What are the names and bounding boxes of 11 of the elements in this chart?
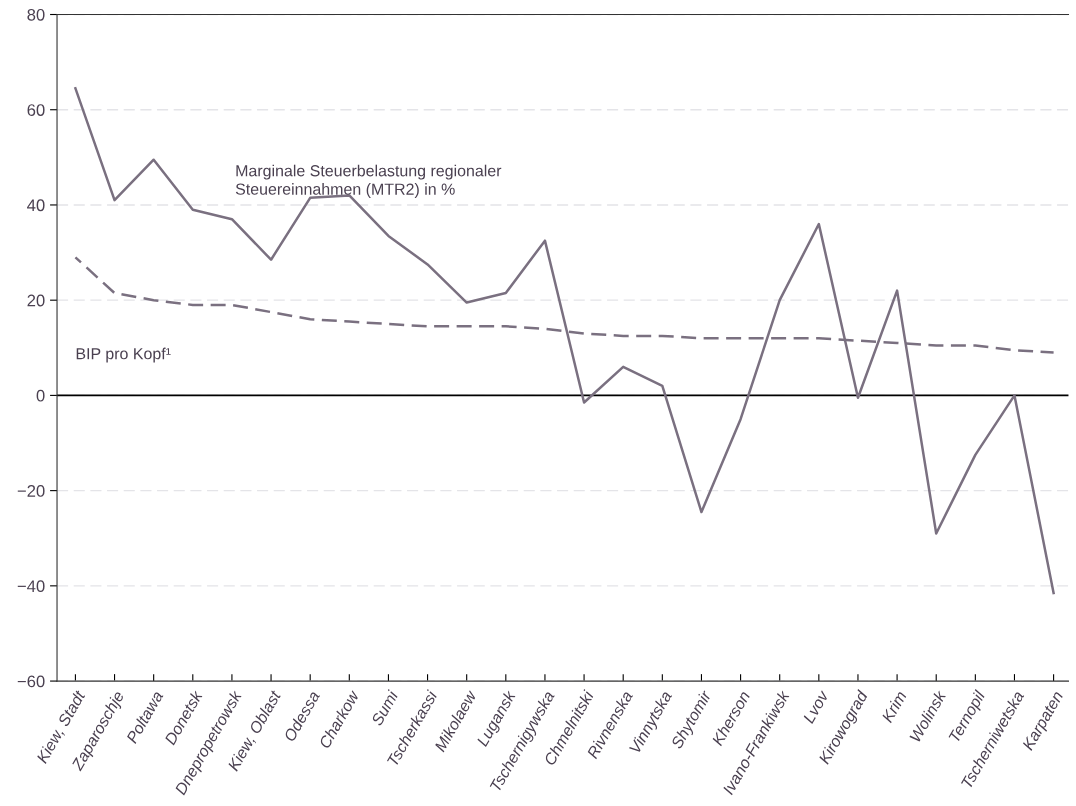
y-tick-label: 0 (36, 389, 45, 402)
y-tick-label: −40 (17, 580, 45, 593)
series-label: Marginale Steuerbelastung regionaler Steuereinnahmen (MTR2) in % (235, 164, 502, 198)
y-tick-label: 60 (27, 104, 45, 116)
y-tick-label: 20 (27, 294, 45, 307)
y-tick-label: −60 (17, 675, 45, 688)
text: BIP pro Kopf¹ (76, 347, 171, 363)
line-series (74, 87, 1055, 595)
y-tick-label: −20 (17, 485, 45, 497)
y-tick-label: 80 (27, 8, 45, 21)
y-tick-label: 40 (27, 199, 45, 212)
